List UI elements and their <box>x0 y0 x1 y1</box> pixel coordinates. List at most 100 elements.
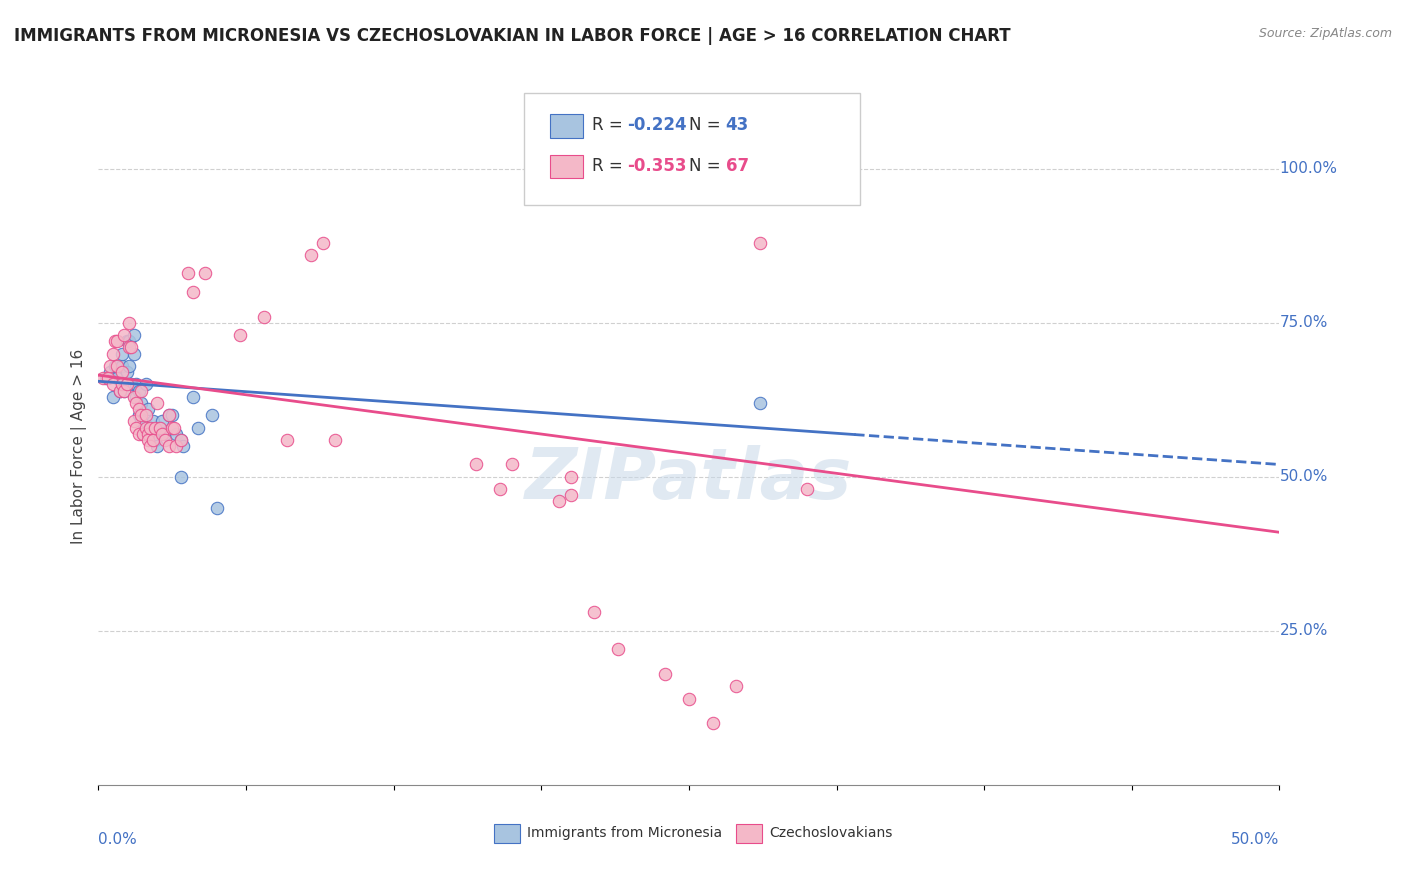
Point <box>122 328 145 343</box>
Point <box>146 439 169 453</box>
Point <box>165 439 187 453</box>
Point <box>170 433 193 447</box>
Text: 75.0%: 75.0% <box>1279 315 1327 330</box>
Point <box>129 414 152 428</box>
Point <box>253 310 276 324</box>
Point <box>312 235 335 250</box>
FancyBboxPatch shape <box>737 823 762 843</box>
Point <box>583 606 606 620</box>
Point <box>299 248 322 262</box>
Point <box>160 420 183 434</box>
FancyBboxPatch shape <box>550 114 582 137</box>
Point <box>135 377 157 392</box>
Point <box>118 316 141 330</box>
Point <box>172 439 194 453</box>
Point <box>139 420 162 434</box>
Point <box>157 439 180 453</box>
Point <box>125 377 148 392</box>
Point <box>153 426 176 441</box>
Point <box>163 420 186 434</box>
Point <box>128 426 150 441</box>
Point <box>112 384 135 398</box>
Point <box>125 420 148 434</box>
Point <box>181 390 204 404</box>
Point <box>170 470 193 484</box>
Text: 0.0%: 0.0% <box>98 832 138 847</box>
Point <box>105 371 128 385</box>
Point <box>187 420 209 434</box>
Point <box>201 408 224 422</box>
Point <box>135 408 157 422</box>
Point <box>205 500 228 515</box>
Text: 25.0%: 25.0% <box>1279 624 1327 639</box>
Point <box>229 328 252 343</box>
Point <box>101 346 124 360</box>
Text: R =: R = <box>592 116 628 135</box>
Point <box>115 365 138 379</box>
Point <box>276 433 298 447</box>
Point <box>560 470 582 484</box>
Point <box>136 426 159 441</box>
Point <box>118 340 141 354</box>
Point <box>142 414 165 428</box>
Point <box>128 408 150 422</box>
Point <box>128 384 150 398</box>
Point <box>560 488 582 502</box>
Point <box>548 494 571 508</box>
Point <box>678 691 700 706</box>
Point <box>104 334 127 349</box>
Point <box>153 433 176 447</box>
Point <box>104 359 127 373</box>
Point <box>136 402 159 417</box>
Point <box>111 365 134 379</box>
Text: 50.0%: 50.0% <box>1279 469 1327 484</box>
Point <box>108 384 131 398</box>
Point <box>97 371 120 385</box>
Point <box>98 359 121 373</box>
Point <box>465 458 488 472</box>
Point <box>122 390 145 404</box>
Point <box>111 359 134 373</box>
Y-axis label: In Labor Force | Age > 16: In Labor Force | Age > 16 <box>72 349 87 543</box>
Point <box>489 482 512 496</box>
Point <box>136 433 159 447</box>
Point <box>112 384 135 398</box>
Text: 50.0%: 50.0% <box>1232 832 1279 847</box>
Point <box>149 420 172 434</box>
Point <box>115 377 138 392</box>
Point <box>181 285 204 299</box>
Point <box>121 377 143 392</box>
Text: N =: N = <box>689 116 725 135</box>
Point <box>101 377 124 392</box>
Point <box>796 482 818 496</box>
Point <box>157 408 180 422</box>
FancyBboxPatch shape <box>550 155 582 178</box>
Text: R =: R = <box>592 157 628 175</box>
Point <box>105 334 128 349</box>
FancyBboxPatch shape <box>523 94 860 205</box>
Point <box>501 458 523 472</box>
Point <box>101 390 124 404</box>
Point <box>108 384 131 398</box>
Text: -0.353: -0.353 <box>627 157 688 175</box>
Point <box>128 402 150 417</box>
Text: Immigrants from Micronesia: Immigrants from Micronesia <box>527 826 723 840</box>
Point <box>177 267 200 281</box>
Point <box>98 365 121 379</box>
Text: ZIPatlas: ZIPatlas <box>526 445 852 515</box>
Point <box>139 439 162 453</box>
Text: 100.0%: 100.0% <box>1279 161 1337 176</box>
Point <box>111 346 134 360</box>
Point <box>748 396 770 410</box>
Point <box>654 667 676 681</box>
Point <box>725 679 748 693</box>
Point <box>143 433 166 447</box>
Point <box>143 420 166 434</box>
Point <box>94 371 117 385</box>
Point <box>150 426 173 441</box>
Point <box>165 426 187 441</box>
Point <box>150 414 173 428</box>
Point <box>118 334 141 349</box>
Point <box>122 414 145 428</box>
Point <box>111 377 134 392</box>
